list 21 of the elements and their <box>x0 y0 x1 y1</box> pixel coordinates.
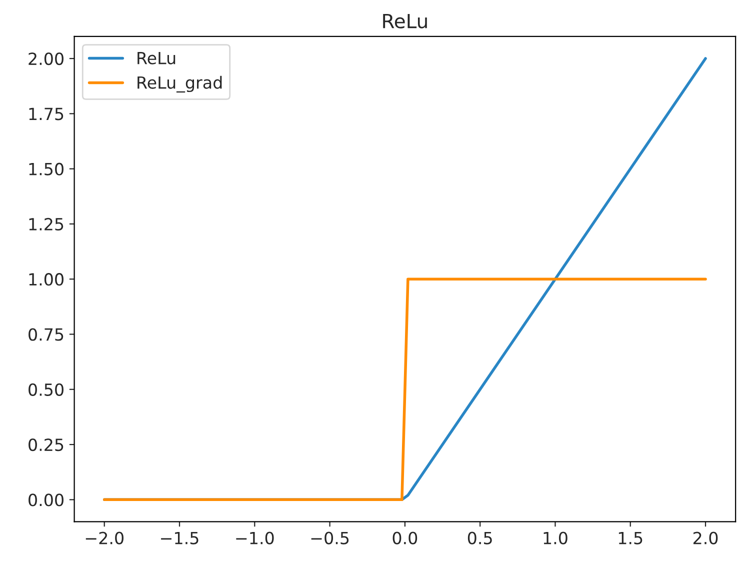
chart-title: ReLu <box>383 14 427 28</box>
y-tick-label: 2.00 <box>28 52 64 66</box>
y-tick-label: 0.50 <box>28 383 64 396</box>
x-tick-label: 2.0 <box>693 532 718 544</box>
y-tick-label: 1.50 <box>29 162 64 176</box>
legend-label: ReLu_grad <box>138 76 222 93</box>
y-tick-label: 1.00 <box>29 273 64 286</box>
x-tick-label: −1.0 <box>236 532 274 544</box>
y-tick-label: 1.25 <box>29 218 64 231</box>
x-tick-label: −1.5 <box>161 532 198 544</box>
y-tick-label: 1.75 <box>29 108 64 120</box>
x-tick-label: 1.5 <box>618 532 642 544</box>
x-tick-label: 1.0 <box>544 532 568 544</box>
legend-label: ReLu <box>138 52 176 64</box>
x-tick-label: −2.0 <box>86 532 124 544</box>
y-tick-label: 0.75 <box>28 328 64 341</box>
x-tick-label: 0.0 <box>392 532 418 544</box>
y-tick-label: 0.25 <box>28 438 64 452</box>
y-tick-label: 0.00 <box>28 494 64 506</box>
x-tick-label: 0.5 <box>468 532 492 544</box>
x-tick-label: −0.5 <box>311 532 349 544</box>
